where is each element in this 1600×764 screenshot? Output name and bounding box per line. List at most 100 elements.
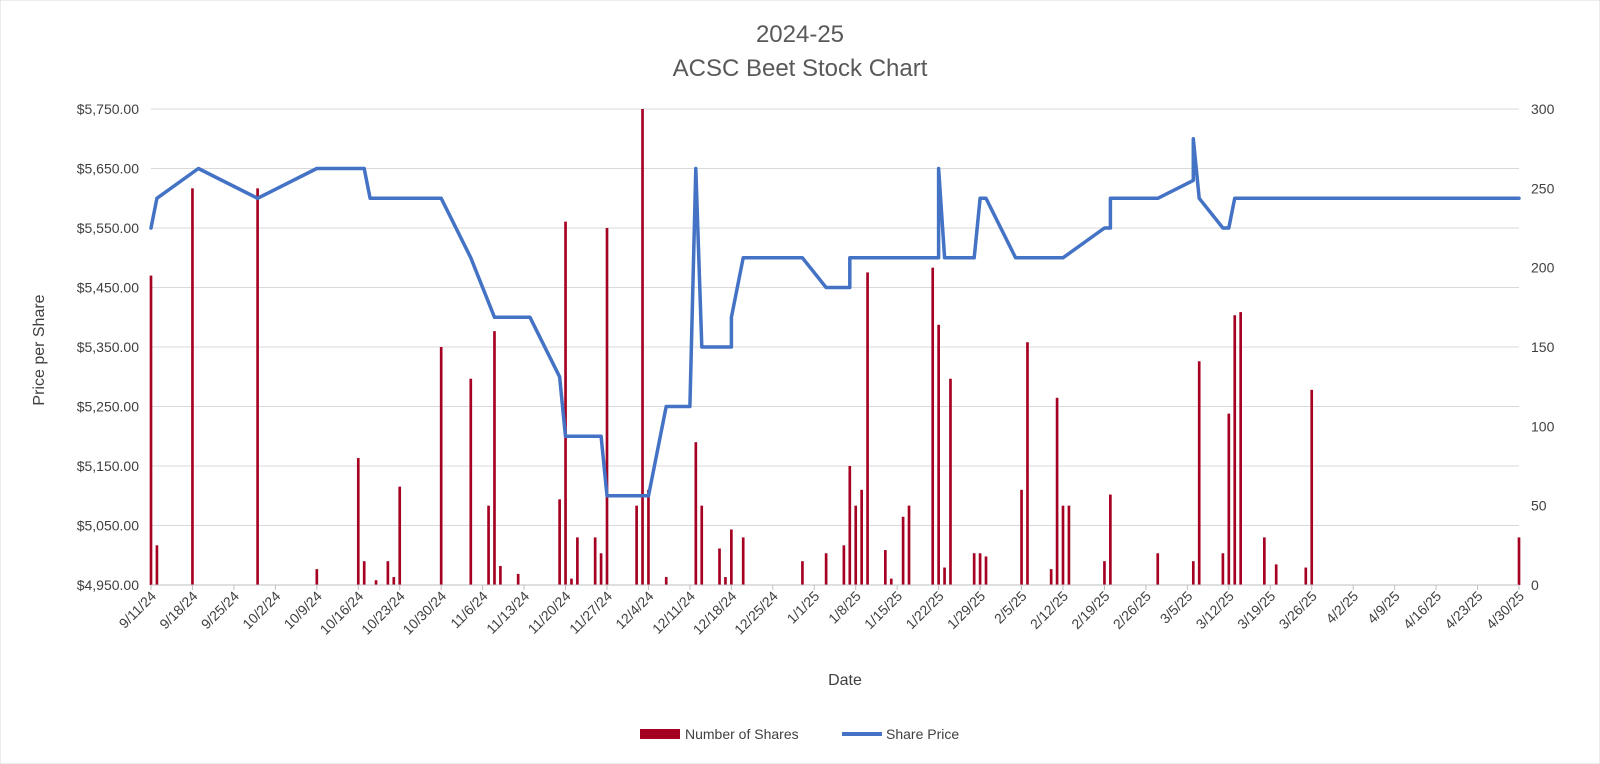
shares-bar: [824, 553, 828, 585]
x-axis-title: Date: [828, 672, 862, 689]
shares-bar: [374, 580, 378, 585]
shares-bar: [593, 537, 597, 585]
shares-bar: [700, 505, 704, 585]
shares-bar: [889, 578, 893, 585]
legend: Number of Shares Share Price: [640, 726, 959, 742]
chart-title-line-2: ACSC Beet Stock Chart: [673, 55, 928, 82]
y-tick-label: $5,150.00: [77, 458, 139, 474]
y2-tick-label: 100: [1531, 418, 1555, 434]
legend-label-shares: Number of Shares: [685, 726, 799, 742]
shares-bar: [1310, 389, 1314, 585]
y2-tick-label: 50: [1531, 498, 1547, 514]
y2-tick-label: 0: [1531, 577, 1539, 593]
shares-bar: [386, 561, 390, 585]
shares-bar: [570, 578, 573, 585]
y-axis-title: Price per Share: [31, 294, 48, 405]
shares-bar: [860, 489, 863, 585]
y2-tick-label: 200: [1531, 260, 1555, 276]
price-line-layer: [149, 137, 1521, 498]
shares-bar: [1061, 505, 1065, 585]
shares-bar: [1517, 537, 1521, 585]
y2-tick-label: 150: [1531, 339, 1555, 355]
shares-bar: [1239, 312, 1242, 585]
shares-bar: [155, 545, 159, 585]
shares-bar: [1156, 553, 1160, 585]
legend-swatch-shares: [640, 729, 680, 739]
shares-bar: [439, 347, 443, 585]
y-tick-label: $5,650.00: [77, 161, 139, 177]
shares-bar: [741, 537, 745, 585]
shares-bar: [842, 545, 846, 585]
shares-bar: [1233, 315, 1237, 585]
shares-bar: [694, 442, 698, 585]
shares-bar: [848, 466, 852, 585]
shares-bar: [1221, 553, 1225, 585]
shares-bar: [493, 331, 496, 585]
shares-bar: [854, 505, 858, 585]
shares-bar: [487, 505, 490, 585]
shares-bar: [558, 499, 561, 585]
shares-bar: [1067, 505, 1071, 585]
shares-bar: [1103, 561, 1106, 585]
y2-tick-label: 300: [1531, 101, 1555, 117]
shares-bar: [937, 324, 940, 585]
shares-bar: [398, 486, 402, 585]
shares-bar: [1055, 397, 1059, 585]
shares-bar: [884, 550, 887, 585]
y-tick-label: $5,250.00: [77, 399, 139, 415]
shares-bar: [635, 505, 638, 585]
shares-bar: [516, 573, 520, 585]
shares-bar: [256, 188, 259, 586]
shares-bar: [978, 553, 982, 585]
shares-bar: [1191, 561, 1195, 585]
y-tick-label: $4,950.00: [77, 577, 139, 593]
shares-bar: [972, 553, 976, 585]
chart-title-line-1: 2024-25: [756, 21, 844, 48]
shares-bar: [801, 561, 804, 585]
shares-bar: [664, 577, 668, 585]
shares-bar: [469, 378, 473, 585]
shares-bar: [605, 228, 609, 585]
shares-bar: [392, 577, 396, 585]
shares-bar: [576, 537, 579, 585]
shares-bar: [362, 561, 366, 585]
y-tick-label: $5,350.00: [77, 339, 139, 355]
shares-bar: [564, 221, 567, 586]
shares-bar: [1020, 489, 1023, 585]
shares-bar: [730, 529, 733, 585]
shares-bars: [149, 109, 1521, 586]
shares-bar: [901, 516, 905, 585]
shares-bar: [641, 109, 644, 585]
shares-bar: [949, 378, 952, 585]
shares-bar: [1049, 569, 1053, 585]
shares-bar: [1304, 567, 1308, 585]
shares-bar: [599, 553, 603, 585]
shares-bar: [1197, 361, 1201, 585]
shares-bar: [866, 272, 869, 585]
legend-label-price: Share Price: [886, 726, 959, 742]
shares-bar: [1263, 537, 1266, 585]
y2-tick-label: 250: [1531, 180, 1555, 196]
y-tick-label: $5,750.00: [77, 101, 139, 117]
shares-bar: [718, 548, 721, 585]
share-price-line: [149, 137, 1521, 498]
shares-bar: [149, 275, 153, 585]
shares-bar: [724, 577, 727, 585]
shares-bar: [1227, 413, 1231, 585]
shares-bar: [931, 267, 935, 585]
shares-bar: [907, 505, 911, 585]
shares-bar: [356, 458, 360, 585]
shares-bar: [647, 489, 650, 585]
shares-bar: [315, 569, 319, 585]
shares-bar: [1274, 564, 1278, 585]
y-tick-label: $5,050.00: [77, 518, 139, 534]
shares-bar: [191, 188, 194, 586]
y-tick-label: $5,450.00: [77, 280, 139, 296]
shares-bar: [1026, 342, 1029, 585]
shares-bar: [984, 556, 988, 585]
shares-bar: [1109, 494, 1112, 585]
shares-bar: [943, 567, 946, 585]
